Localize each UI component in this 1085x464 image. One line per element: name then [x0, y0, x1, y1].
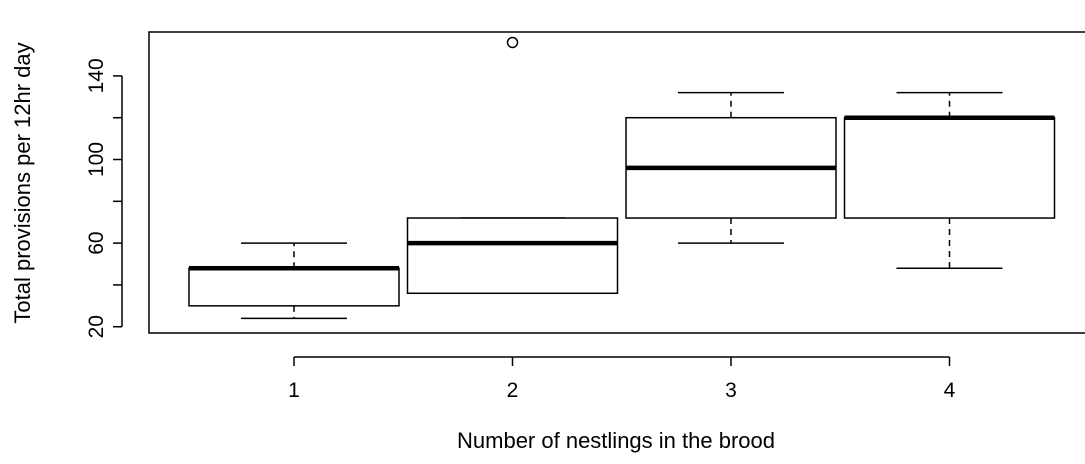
x-axis-title: Number of nestlings in the brood [457, 428, 775, 453]
box-4 [843, 91, 1056, 269]
x-tick-label: 1 [288, 379, 300, 402]
y-axis: 20 60 100 140 [85, 58, 123, 338]
x-tick-label: 4 [944, 379, 956, 402]
y-tick-label: 60 [85, 231, 108, 254]
boxes-layer [188, 36, 1056, 320]
box-2 [406, 36, 619, 295]
box-1 [188, 242, 400, 320]
y-tick-label: 20 [85, 315, 108, 338]
y-axis-title: Total provisions per 12hr day [10, 42, 35, 323]
iqr-box [843, 116, 1056, 219]
iqr-box [188, 267, 400, 307]
x-tick-label: 3 [725, 379, 737, 402]
y-tick-label: 140 [85, 58, 108, 93]
y-tick-label: 100 [85, 142, 108, 177]
box-3 [625, 91, 837, 244]
outlier-point [506, 36, 519, 49]
x-axis: 1 2 3 4 [288, 356, 956, 402]
iqr-box [406, 217, 619, 295]
x-tick-label: 2 [507, 379, 519, 402]
plot-frame [148, 31, 1085, 334]
